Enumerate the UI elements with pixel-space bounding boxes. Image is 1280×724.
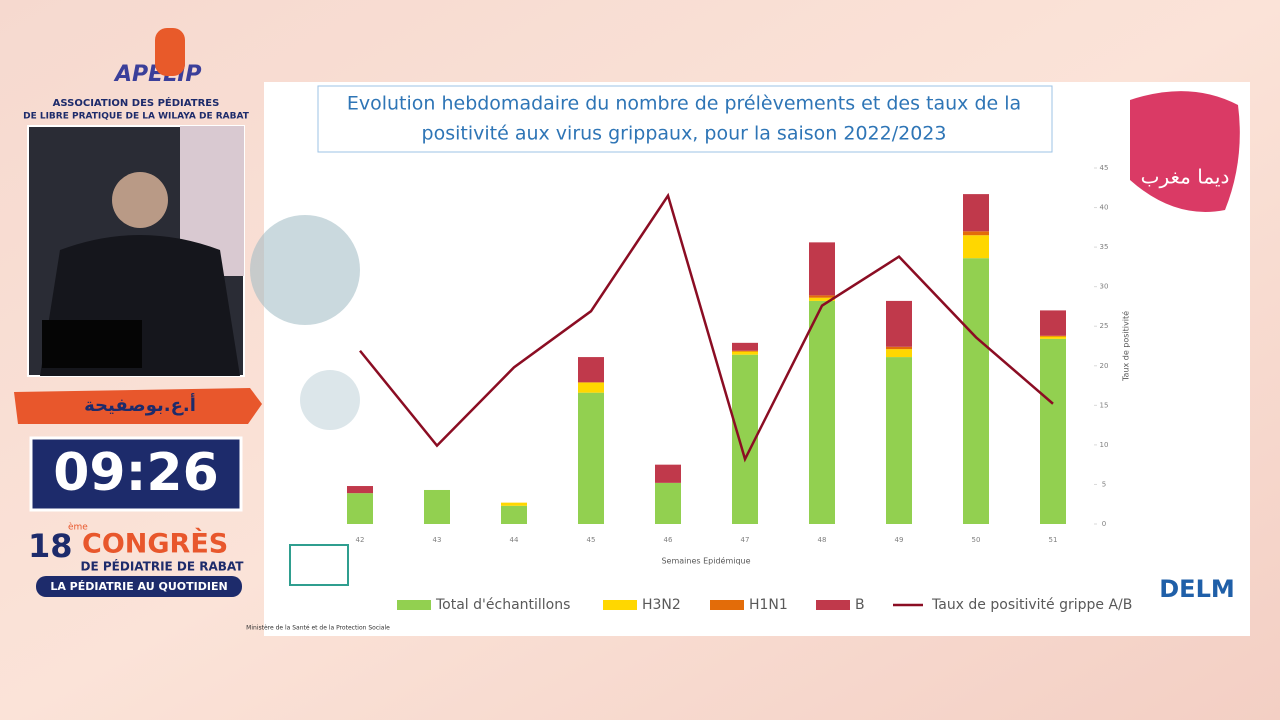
bar-segment: [809, 242, 835, 296]
y-tick-label: 10: [1100, 441, 1109, 449]
delm-logo: DELM: [1159, 575, 1235, 603]
x-axis-label: Semaines Epidémique: [661, 556, 750, 566]
y-tick-label: 40: [1100, 204, 1109, 212]
y-tick-label: 5: [1102, 480, 1106, 488]
chart: Evolution hebdomadaire du nombre de prél…: [347, 93, 1133, 614]
y-tick-label: 0: [1102, 520, 1106, 528]
flag-text: ديما مغرب: [1141, 165, 1230, 189]
bar-segment: [578, 357, 604, 383]
bar-segment: [963, 235, 989, 259]
tagline-pill: [36, 576, 242, 597]
bar-segment: [886, 346, 912, 350]
association-text: ASSOCIATION DES PÉDIATRES: [53, 96, 220, 109]
legend-label: Total d'échantillons: [435, 597, 570, 613]
virus-image: [250, 215, 360, 325]
chart-title: Evolution hebdomadaire du nombre de prél…: [347, 93, 1021, 115]
legend-swatch: [710, 600, 744, 610]
bar-segment: [732, 351, 758, 355]
chart-title: positivité aux virus grippaux, pour la s…: [422, 123, 947, 145]
line-series: [359, 192, 1054, 463]
x-tick-label: 45: [587, 536, 596, 544]
y-tick-label: 15: [1100, 401, 1109, 409]
association-text: DE LIBRE PRATIQUE DE LA WILAYA DE RABAT: [23, 112, 250, 122]
name-banner: [14, 388, 262, 424]
y-tick-label: 30: [1100, 283, 1109, 291]
title-box: [317, 85, 1053, 153]
x-tick-label: 46: [664, 536, 673, 544]
bar-segment: [1040, 310, 1066, 336]
legend-label: H3N2: [642, 597, 681, 613]
bar-segment: [809, 295, 835, 298]
x-tick-label: 44: [510, 536, 519, 544]
bar-segment: [1040, 338, 1066, 524]
x-tick-label: 42: [356, 536, 365, 544]
legend-swatch: [603, 600, 637, 610]
legend-label: Taux de positivité grippe A/B: [931, 597, 1132, 613]
bar-segment: [732, 350, 758, 352]
congress-number: 18: [28, 527, 73, 565]
bar-segment: [655, 482, 681, 524]
bar-segment: [809, 300, 835, 524]
bar-segment: [886, 300, 912, 347]
congress-subtitle: DE PÉDIATRIE DE RABAT: [81, 559, 245, 574]
timer-box: [29, 436, 243, 512]
y-tick-label: 20: [1100, 362, 1109, 370]
bar-segment: [347, 493, 373, 524]
y-tick-label: 45: [1100, 164, 1109, 172]
congress-tagline: LA PÉDIATRIE AU QUOTIDIEN: [50, 580, 227, 593]
legend-label: B: [855, 597, 865, 613]
x-tick-label: 47: [741, 536, 750, 544]
bar-segment: [578, 392, 604, 524]
bar-segment: [732, 342, 758, 351]
speaker-head: [112, 172, 168, 228]
bar-segment: [655, 464, 681, 483]
y-tick-label: 25: [1100, 322, 1109, 330]
speaker-name: أ.ع.بوصفيحة: [84, 393, 196, 416]
x-tick-label: 49: [895, 536, 904, 544]
bar-segment: [809, 297, 835, 301]
legend-swatch: [397, 600, 431, 610]
bar-segment: [886, 349, 912, 358]
bar-segment: [1040, 335, 1066, 337]
congress-suffix: ème: [68, 522, 88, 533]
x-tick-label: 51: [1049, 536, 1058, 544]
bar-segment: [886, 357, 912, 524]
bar-segment: [963, 258, 989, 524]
virus-image: [300, 370, 360, 430]
bar-segment: [501, 505, 527, 524]
ministry-text: Ministère de la Santé et de la Protectio…: [246, 625, 390, 632]
logo-shape: [155, 28, 185, 76]
bar-segment: [963, 231, 989, 236]
x-tick-label: 48: [818, 536, 827, 544]
bar-segment: [963, 194, 989, 232]
bar-segment: [347, 486, 373, 494]
bar-segment: [1040, 336, 1066, 339]
y-tick-label: 35: [1100, 243, 1109, 251]
ministry-logo: [289, 544, 349, 586]
congress-word: CONGRÈS: [82, 528, 228, 560]
legend-label: H1N1: [749, 597, 788, 613]
bar-segment: [501, 502, 527, 506]
legend-swatch: [816, 600, 850, 610]
flag-logo: [1130, 91, 1240, 212]
x-tick-label: 43: [433, 536, 442, 544]
x-tick-label: 50: [972, 536, 981, 544]
bar-segment: [578, 382, 604, 393]
y-axis-label: Taux de positivité: [1121, 311, 1131, 382]
bar-segment: [424, 489, 450, 524]
laptop: [42, 320, 142, 368]
timer: 09:26: [53, 443, 219, 503]
